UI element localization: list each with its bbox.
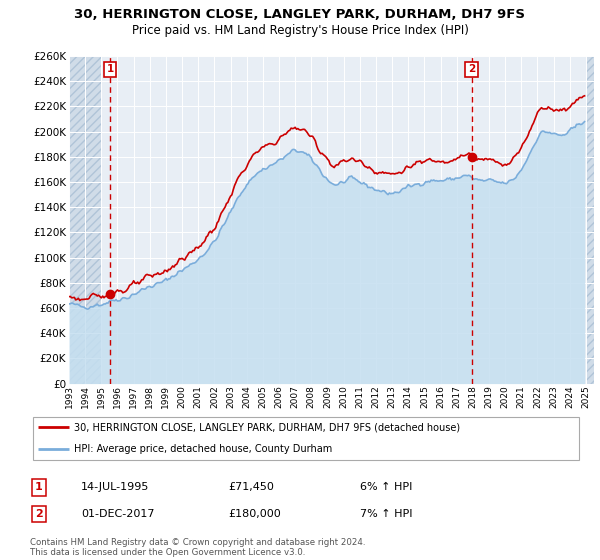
FancyBboxPatch shape — [33, 417, 579, 460]
Text: 1: 1 — [35, 482, 43, 492]
Bar — [69, 56, 101, 384]
Text: 1: 1 — [106, 64, 113, 74]
Text: 6% ↑ HPI: 6% ↑ HPI — [360, 482, 412, 492]
Text: 2: 2 — [468, 64, 475, 74]
Text: 7% ↑ HPI: 7% ↑ HPI — [360, 509, 413, 519]
Text: 14-JUL-1995: 14-JUL-1995 — [81, 482, 149, 492]
Text: 30, HERRINGTON CLOSE, LANGLEY PARK, DURHAM, DH7 9FS (detached house): 30, HERRINGTON CLOSE, LANGLEY PARK, DURH… — [74, 422, 460, 432]
Text: Price paid vs. HM Land Registry's House Price Index (HPI): Price paid vs. HM Land Registry's House … — [131, 24, 469, 37]
Text: £71,450: £71,450 — [228, 482, 274, 492]
Bar — [586, 56, 594, 384]
Text: £180,000: £180,000 — [228, 509, 281, 519]
Text: 2: 2 — [35, 509, 43, 519]
Text: 30, HERRINGTON CLOSE, LANGLEY PARK, DURHAM, DH7 9FS: 30, HERRINGTON CLOSE, LANGLEY PARK, DURH… — [74, 8, 526, 21]
Text: 01-DEC-2017: 01-DEC-2017 — [81, 509, 155, 519]
Text: Contains HM Land Registry data © Crown copyright and database right 2024.
This d: Contains HM Land Registry data © Crown c… — [30, 538, 365, 557]
Text: HPI: Average price, detached house, County Durham: HPI: Average price, detached house, Coun… — [74, 444, 332, 454]
